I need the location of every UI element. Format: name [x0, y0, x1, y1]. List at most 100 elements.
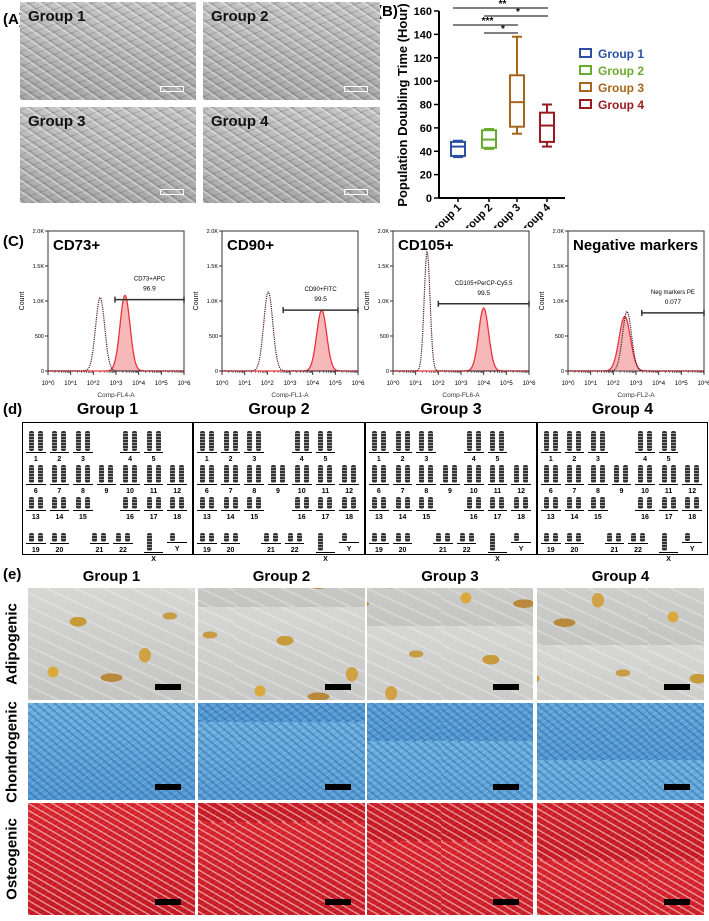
panel-label-c: (C) — [3, 233, 24, 250]
chromosome-underline — [143, 452, 164, 453]
chromosome-pair-6: 6 — [369, 463, 389, 495]
x-tick-label: 10^3 — [284, 381, 297, 387]
chromosome-icon — [318, 431, 324, 451]
chromosome-icon — [567, 431, 573, 451]
chromosome-icon — [661, 497, 667, 509]
chromosome-pair-6: 6 — [197, 463, 217, 495]
chromosome-icon — [199, 497, 205, 509]
significance-label: * — [501, 24, 505, 35]
chromosome-number: 5 — [151, 456, 156, 463]
y-tick-label: 1.5K — [33, 264, 45, 270]
y-tick-label: 20 — [420, 170, 432, 182]
karyotype-title: Group 1 — [76, 401, 139, 418]
chromosome-icon — [661, 533, 667, 551]
chromosome-number: 12 — [688, 488, 697, 495]
gate-value: 99.5 — [477, 290, 490, 297]
chromosome-number: 18 — [688, 514, 697, 521]
chromosome-underline — [416, 484, 437, 485]
chromosome-number: 5 — [666, 456, 671, 463]
chromosome-icon — [638, 497, 644, 509]
chromosome-number: 9 — [104, 488, 109, 495]
chromosome-underline — [89, 543, 110, 544]
chromosome-number: 14 — [226, 514, 235, 521]
chromosome-icon — [208, 431, 214, 451]
chromosome-pair-4: 4 — [635, 429, 655, 463]
chromosome-icon — [523, 465, 529, 483]
chromosome-underline — [635, 510, 655, 511]
chromosome-icon — [599, 465, 605, 483]
chromosome-pair-13: 13 — [197, 495, 217, 521]
micrograph-group-2: Group 2 — [203, 2, 380, 100]
chromosome-underline — [220, 510, 241, 511]
scale-bar — [493, 684, 519, 690]
scale-bar — [325, 684, 351, 690]
chromosome-underline — [487, 452, 508, 453]
box-3 — [509, 74, 525, 128]
chromosome-number: 2 — [57, 456, 62, 463]
chromosome-underline — [244, 510, 265, 511]
chromosome-icon — [208, 497, 214, 509]
chromosome-icon — [294, 431, 300, 451]
y-tick-label: 2.0K — [207, 229, 219, 235]
chromosome-number: 12 — [173, 488, 182, 495]
flow-histogram-4: 0 500 1.0K 1.5K 2.0K Count 10^0 10^1 10^2 10^3 10^… — [539, 229, 709, 398]
chromosome-number: 8 — [424, 488, 429, 495]
isotype-histogram — [222, 291, 358, 372]
y-tick-label: 0 — [386, 369, 389, 375]
chromosome-icon — [552, 431, 558, 451]
chromosome-number: 6 — [376, 488, 381, 495]
chromosome-underline — [291, 484, 312, 485]
gate-label: Neg markers PE — [651, 290, 695, 296]
x-axis-label: Comp-FL1-A — [271, 392, 309, 398]
chromosome-pair-19: 19 — [369, 531, 389, 554]
chromosome-icon — [630, 533, 636, 542]
karyotype-title: Group 4 — [591, 401, 654, 418]
chromosome-icon — [146, 533, 152, 551]
chromosome-pair-19: 19 — [197, 531, 217, 554]
chromosome-icon — [208, 533, 214, 542]
column-title: Group 1 — [82, 568, 141, 585]
legend-swatch — [579, 99, 592, 109]
chromosome-icon — [223, 497, 229, 509]
scale-bar — [325, 784, 351, 790]
chromosome-pair-10: 10 — [635, 463, 655, 495]
chromosome-icon — [685, 533, 691, 541]
chromosome-pair-15: 15 — [73, 495, 93, 521]
chromosome-icon — [694, 497, 700, 509]
scale-bar — [344, 86, 368, 92]
chromosome-number: 10 — [469, 488, 478, 495]
chromosome-number: 15 — [594, 514, 602, 521]
chromosome-number: 4 — [643, 456, 648, 463]
chromosome-icon — [499, 431, 505, 451]
chromosome-number: 13 — [202, 514, 211, 521]
chromosome-underline — [120, 510, 140, 511]
chromosome-number: 22 — [634, 547, 642, 554]
y-tick-label: 0 — [426, 193, 432, 205]
chromosome-icon — [567, 497, 573, 509]
chromosome-pair-14: 14 — [49, 495, 70, 521]
chromosome-underline — [392, 484, 413, 485]
legend-entry: Group 1 — [598, 47, 644, 61]
chromosome-pair-16: 16 — [291, 495, 312, 521]
chromosome-number: 4 — [128, 456, 133, 463]
scale-bar — [344, 189, 368, 195]
chromosome-number: 18 — [345, 514, 354, 521]
y-axis-label: Count — [193, 292, 200, 311]
chromosome-underline — [611, 484, 632, 485]
chromosome-icon — [37, 497, 43, 509]
chromosome-number: 11 — [149, 488, 158, 495]
chromosome-icon — [123, 431, 129, 451]
chromosome-number: 9 — [276, 488, 280, 495]
chromosome-pair-20: 20 — [220, 531, 241, 554]
chromosome-pair-14: 14 — [564, 495, 585, 521]
chromosome-number: 7 — [228, 488, 233, 495]
chromosome-icon — [99, 465, 105, 483]
legend-swatch — [579, 65, 592, 75]
chromosome-underline — [220, 543, 241, 544]
chromosome-icon — [272, 533, 278, 542]
panel-label-e: (e) — [3, 566, 22, 583]
significance-label: *** — [482, 16, 494, 27]
chromosome-pair-11: 11 — [487, 463, 508, 495]
plot-frame — [47, 230, 185, 372]
chromosome-icon — [371, 431, 377, 451]
